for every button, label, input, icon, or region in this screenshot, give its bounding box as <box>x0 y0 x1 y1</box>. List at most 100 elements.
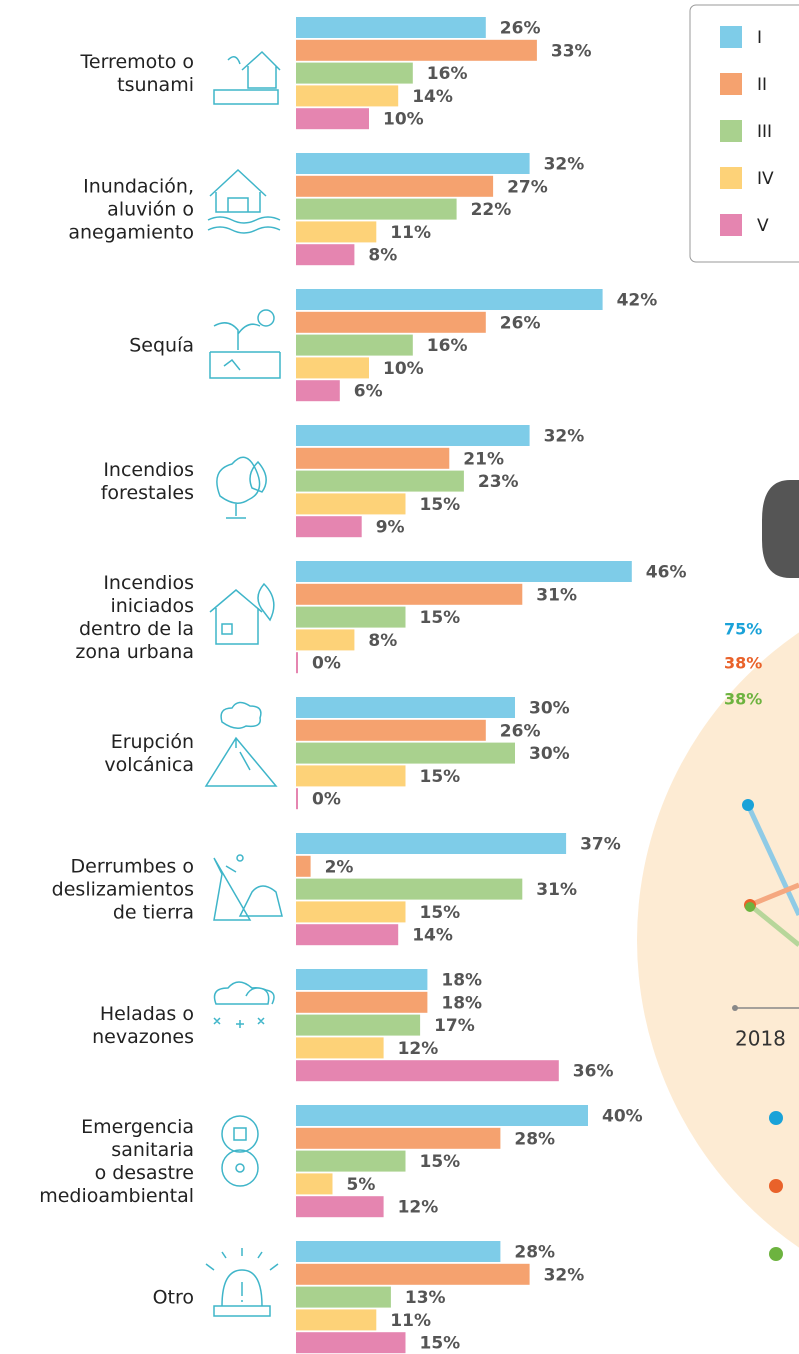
bar <box>296 62 413 84</box>
legend-label: V <box>757 216 769 236</box>
bar <box>296 629 355 651</box>
value-label: 6% <box>354 382 383 402</box>
value-label: 15% <box>420 495 461 515</box>
bar <box>296 855 311 877</box>
bar <box>296 357 369 379</box>
bar <box>296 788 298 810</box>
value-label: 11% <box>390 1311 431 1331</box>
value-label: 22% <box>471 200 512 220</box>
side-circle <box>637 632 799 1248</box>
side-chart: 75% 38% 38% 2018 <box>637 480 799 1261</box>
category-label: Inundación, aluvión o anegamiento <box>68 175 194 244</box>
category-label: Derrumbes o deslizamientos de tierra <box>51 855 194 924</box>
value-label: 15% <box>420 903 461 923</box>
bar <box>296 924 399 946</box>
value-label: 32% <box>544 155 585 175</box>
category-label: Incendios iniciados dentro de la zona ur… <box>75 572 194 663</box>
bar <box>296 516 362 538</box>
category-label: Terremoto o tsunami <box>80 51 195 96</box>
side-line <box>745 803 799 917</box>
bar <box>296 1127 501 1149</box>
category-label: Erupción volcánica <box>104 731 194 776</box>
bar <box>296 561 632 582</box>
value-label: 37% <box>580 835 621 855</box>
bar <box>296 1332 406 1354</box>
value-label: 26% <box>500 19 541 39</box>
bar <box>296 244 355 266</box>
bar <box>296 198 457 220</box>
value-label: 8% <box>368 631 397 651</box>
value-label: 10% <box>383 359 424 379</box>
bar <box>296 742 515 764</box>
bar <box>296 17 486 38</box>
value-label: 16% <box>427 336 468 356</box>
value-label: 30% <box>529 699 570 719</box>
side-shape <box>762 480 799 578</box>
value-label: 15% <box>420 1152 461 1172</box>
value-label: 31% <box>536 880 577 900</box>
value-label: 10% <box>383 110 424 130</box>
side-dot <box>732 1005 738 1011</box>
legend-swatch <box>720 214 742 236</box>
bar <box>296 334 413 356</box>
value-label: 26% <box>500 313 541 333</box>
bar <box>296 1173 333 1195</box>
value-label: 27% <box>507 177 548 197</box>
value-label: 23% <box>478 472 519 492</box>
legend-label: IV <box>757 169 774 189</box>
bar <box>296 39 537 61</box>
bar <box>296 380 340 402</box>
icons <box>204 50 283 1317</box>
value-label: 40% <box>602 1107 643 1127</box>
bar <box>296 969 428 990</box>
value-label: 12% <box>398 1198 439 1218</box>
side-dot <box>745 902 755 912</box>
bar <box>296 991 428 1013</box>
side-label: 38% <box>724 690 762 709</box>
category-label: Incendios forestales <box>100 459 194 504</box>
bar <box>296 153 530 174</box>
category-label: Sequía <box>129 334 194 357</box>
value-label: 28% <box>514 1243 555 1263</box>
value-label: 30% <box>529 744 570 764</box>
value-label: 17% <box>434 1016 475 1036</box>
value-label: 16% <box>427 64 468 84</box>
bar <box>296 1150 406 1172</box>
side-dot <box>769 1179 783 1193</box>
value-label: 32% <box>544 1265 585 1285</box>
bar <box>296 1014 421 1036</box>
bar <box>296 493 406 515</box>
value-label: 26% <box>500 721 541 741</box>
bar <box>296 1196 384 1218</box>
bar <box>296 175 494 197</box>
bar <box>296 878 523 900</box>
value-label: 42% <box>617 291 658 311</box>
side-dot <box>742 799 754 811</box>
side-line <box>748 903 799 947</box>
bar <box>296 652 298 674</box>
value-label: 36% <box>573 1062 614 1082</box>
bar <box>296 1037 384 1059</box>
value-label: 0% <box>312 654 341 674</box>
bar <box>296 311 486 333</box>
bar <box>296 719 486 741</box>
value-label: 2% <box>325 857 354 877</box>
legend-box <box>689 4 799 263</box>
value-label: 13% <box>405 1288 446 1308</box>
side-label: 75% <box>724 620 762 639</box>
legend-label: III <box>757 122 772 142</box>
side-label: 38% <box>724 654 762 673</box>
value-label: 28% <box>514 1129 555 1149</box>
category-label: Heladas o nevazones <box>92 1003 194 1048</box>
bar <box>296 108 369 130</box>
bar <box>296 765 406 787</box>
value-label: 15% <box>420 1334 461 1354</box>
bar <box>296 85 399 107</box>
bar <box>296 1105 588 1126</box>
value-label: 5% <box>347 1175 376 1195</box>
bar <box>296 289 603 310</box>
bar <box>296 447 450 469</box>
legend-swatch <box>720 26 742 48</box>
